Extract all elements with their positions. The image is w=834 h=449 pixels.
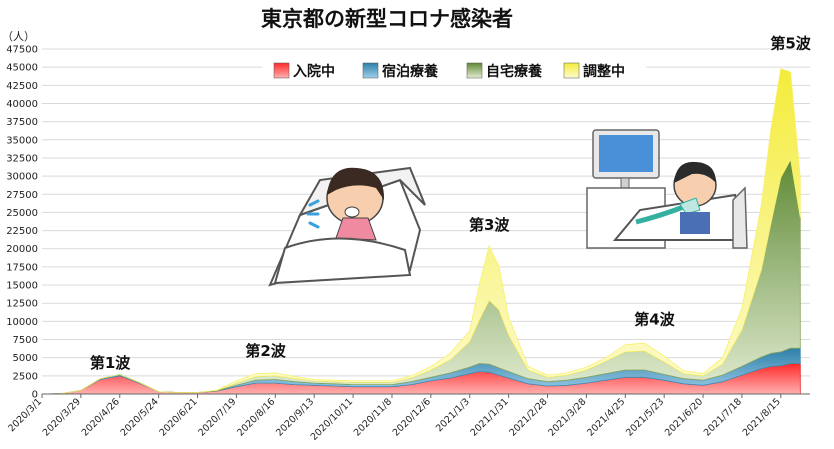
y-tick-label: 7500 (13, 335, 38, 346)
y-tick-label: 22500 (6, 226, 38, 237)
legend-label-inpatient: 入院中 (293, 63, 335, 80)
x-tick-label: 2021/5/23 (624, 396, 666, 438)
legend-item-hotel: 宿泊療養 (362, 62, 438, 80)
legend-item-pending: 調整中 (563, 62, 625, 80)
y-tick-label: 47500 (6, 45, 38, 56)
legend-background (262, 58, 646, 84)
y-tick-label: 27500 (6, 190, 38, 201)
x-tick-label: 2021/8/15 (741, 396, 783, 438)
x-tick-label: 2020/7/19 (196, 396, 238, 438)
legend-swatch-home (466, 62, 483, 79)
x-tick-label: 2020/10/11 (309, 396, 356, 443)
x-tick-label: 2021/2/28 (507, 396, 549, 438)
y-tick-label: 12500 (6, 299, 38, 310)
legend-label-hotel: 宿泊療養 (382, 63, 438, 80)
x-tick-label: 2020/4/26 (80, 396, 122, 438)
wave-label-1: 第1波 (90, 354, 131, 372)
y-tick-label: 20000 (6, 244, 38, 255)
area-series-pending (41, 68, 801, 395)
x-tick-label: 2020/9/13 (274, 396, 316, 438)
x-tick-label: 2020/3/1 (6, 396, 44, 434)
legend-label-home: 自宅療養 (486, 63, 542, 80)
y-tick-label: 42500 (6, 81, 38, 92)
y-tick-label: 37500 (6, 117, 38, 128)
y-tick-label: 45000 (6, 63, 38, 74)
coughing-patient-illustration (268, 166, 426, 287)
legend-item-home: 自宅療養 (466, 62, 542, 80)
x-tick-label: 2020/12/6 (391, 396, 433, 438)
y-tick-label: 17500 (6, 262, 38, 273)
y-tick-label: 32500 (6, 153, 38, 164)
legend-label-pending: 調整中 (583, 63, 625, 80)
y-tick-label: 15000 (6, 281, 38, 292)
wave-label-2: 第2波 (245, 342, 286, 360)
chart-title: 東京都の新型コロナ感染者 (261, 7, 513, 31)
ventilator-patient-illustration (586, 129, 748, 249)
y-tick-label: 35000 (6, 135, 38, 146)
x-tick-label: 2021/4/25 (585, 396, 627, 438)
x-tick-label: 2020/3/29 (41, 396, 83, 438)
legend: 入院中 宿泊療養 自宅療養 調整中 (262, 58, 646, 84)
y-tick-label: 40000 (6, 99, 38, 110)
wave-label-4: 第4波 (634, 311, 675, 329)
y-axis-unit-label: （人） (2, 30, 35, 43)
y-tick-label: 2500 (13, 371, 38, 382)
x-tick-label: 2020/5/24 (119, 396, 161, 438)
legend-swatch-pending (563, 62, 580, 79)
wave-label-3: 第3波 (469, 216, 510, 234)
y-tick-label: 10000 (6, 317, 38, 328)
x-tick-label: 2020/11/8 (352, 396, 394, 438)
y-axis-ticks: 0 2500 5000 7500 10000 12500 15000 17500 20000 22… (6, 45, 38, 401)
legend-swatch-inpatient (273, 62, 290, 79)
y-tick-label: 25000 (6, 208, 38, 219)
x-tick-label: 2021/7/18 (702, 396, 744, 438)
x-tick-label: 2020/8/16 (235, 396, 277, 438)
x-axis-ticks: 2020/3/12020/3/292020/4/262020/5/242020/… (6, 394, 783, 443)
wave-label-5: 第5波 (770, 35, 811, 53)
y-tick-label: 5000 (13, 353, 38, 364)
x-tick-label: 2021/1/3 (434, 396, 472, 434)
y-tick-label: 30000 (6, 172, 38, 183)
legend-item-inpatient: 入院中 (273, 62, 335, 80)
y-tick-label: 0 (32, 390, 38, 401)
x-tick-label: 2020/6/21 (157, 396, 199, 438)
x-tick-label: 2021/1/31 (469, 396, 511, 438)
x-tick-label: 2021/3/28 (546, 396, 588, 438)
legend-swatch-hotel (362, 62, 379, 79)
x-tick-label: 2021/6/20 (663, 396, 705, 438)
